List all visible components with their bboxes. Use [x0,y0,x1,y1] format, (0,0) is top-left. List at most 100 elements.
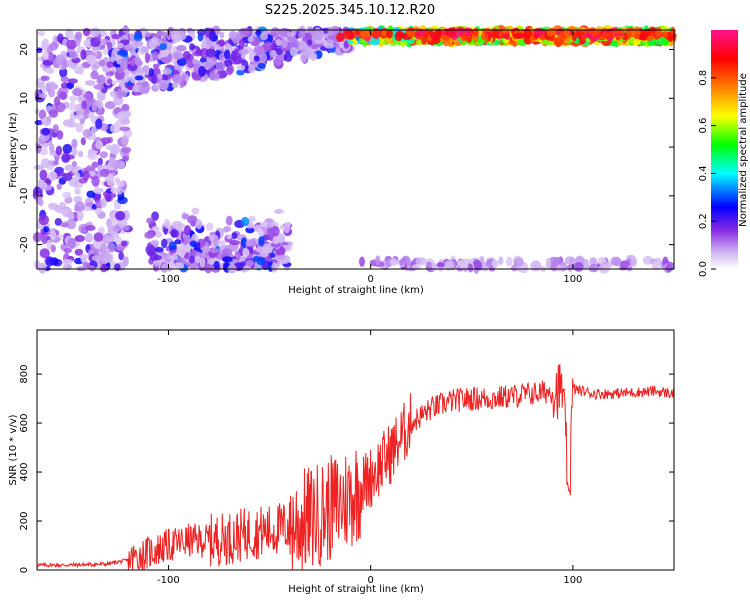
spectrogram-cell [121,103,130,112]
spectrogram-cell [399,258,405,266]
spectrogram-cell [270,27,280,38]
spectrogram-cell [37,30,46,37]
spectrogram-cell [223,49,231,60]
spectrogram-cell [545,257,552,269]
spectrogram-cell [221,248,233,257]
spectrogram-cell [283,52,293,62]
spectrogram-cell [73,66,83,75]
spectrogram-cell [98,59,106,67]
snr-y-tick-label: 600 [19,414,30,433]
spectrogram-cell [277,254,286,260]
spectrogram-cell [88,111,95,119]
spectrogram-cell [655,26,662,38]
spectrogram-cell [74,31,83,40]
spectrogram-cell [93,232,104,242]
spectrogram-cell [129,48,136,58]
spectrogram-cell [273,208,284,215]
spectrogram-cell [145,32,152,38]
spectrogram-cell [109,90,118,98]
spectrogram-cell [240,216,250,227]
spectrogram-cell [642,28,653,37]
spectrogram-cell [46,239,53,250]
spectrogram-cell [78,150,84,158]
spectrogram-cell [481,265,489,272]
spectrogram-cell [245,259,254,267]
spectrogram-cell [281,37,288,49]
spectrogram-cell [266,227,276,238]
spectrogram-cell [41,38,50,50]
spectrogram-cell [273,56,283,66]
spectrogram-cell [114,263,121,271]
spectrogram-cell [48,109,59,118]
spectrogram-cell [120,57,127,63]
spectrogram-cell [45,116,52,122]
spectrogram-cell [98,251,106,262]
spectrogram-cell [47,171,58,181]
spectrogram-cell [141,81,149,88]
spectrogram-cell [142,65,149,73]
figure-title: S225.2025.345.10.12.R20 [265,3,435,18]
colorbar-gradient [711,30,738,269]
spectrogram-cell [240,237,248,248]
spectrogram-cell [111,231,120,239]
spectrogram-cell [55,145,63,156]
spectrogram-cell [45,256,54,267]
spectrogram-cell [573,261,584,272]
spectrogram-cell [124,73,130,83]
spectrogram-cell [132,84,141,93]
spectrogram-cell [230,50,237,61]
spectrogram-cell [47,44,53,55]
spectrogram-cell [633,33,640,40]
spectrogram-cell [154,261,161,267]
spectrogram-cell [582,32,594,39]
colorbar-label: Normalized spectral amplitude [738,73,749,227]
spectrogram-cell [104,101,116,110]
spectrogram-cell [354,29,360,36]
spectrogram-cell [247,36,254,43]
spectrogram-cell [66,81,75,90]
snr-y-tick-label: 0 [19,567,30,573]
spectrogram-cell [120,135,129,145]
spectrogram-cell [38,262,47,274]
spectrogram-cell [174,262,185,270]
spectrogram-cell [120,240,128,247]
spectrogram-cell [67,78,78,84]
spectrogram-cell [145,244,156,256]
spectrogram-cell [286,31,296,38]
spectrogram-cell [589,257,598,266]
spectrogram-cell [242,247,250,258]
spectrogram-cell [87,152,98,160]
spectrogram-cell [106,61,115,68]
spectrogram-cell [218,240,226,246]
spectrogram-cell [82,128,93,138]
spectrogram-cell [73,195,83,203]
spectrogram-cell [162,67,172,75]
spectrogram-cell [665,263,672,273]
spectrogram-cell [49,143,55,153]
spectrogram-cell [114,210,126,221]
spectrogram-cell [120,118,131,125]
spectrogram-cell [375,255,381,266]
spectrogram-cell [53,96,61,107]
spectrogram-cell [89,27,101,37]
spectrogram-cell [168,260,175,271]
spectrogram-cell [573,30,585,37]
spectrogram-cell [602,31,608,40]
spectrogram-cell [84,232,93,243]
spectrogram-cell [130,59,136,67]
spectrogram-cell [184,225,192,236]
spectrogram-cell [82,261,91,269]
spectrogram-cell [62,191,72,199]
spectrogram-cell [226,234,232,240]
spectrogram-cell [84,80,96,86]
spectrogram-cell [97,74,106,85]
spectrogram-cell [209,248,220,254]
spectrogram-cell [99,243,108,254]
spectrogram-y-tick-label: -20 [19,236,30,252]
spectrogram-cell [85,166,96,172]
spectrogram-frame [36,29,675,270]
spectrogram-cell [501,33,509,39]
spectrogram-cell [222,256,233,263]
spectrogram-cell [38,214,50,226]
